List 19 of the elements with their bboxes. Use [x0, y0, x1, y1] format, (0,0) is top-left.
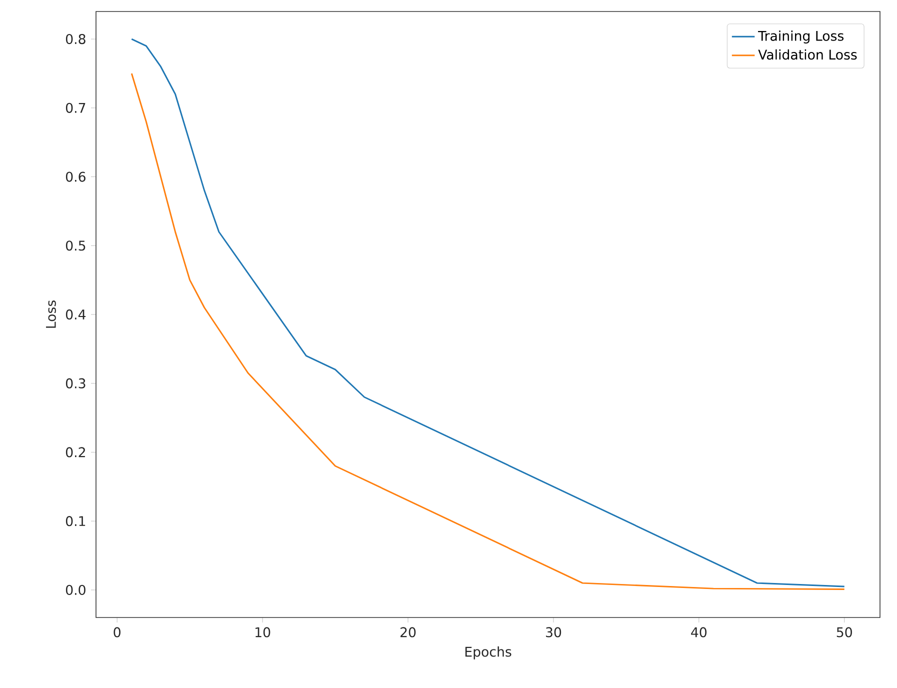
- y-axis-title: Loss: [46, 300, 56, 328]
- legend-label: Training Loss: [758, 30, 844, 44]
- x-tick-label: 0: [114, 627, 120, 638]
- y-tick-label: 0.2: [66, 447, 85, 458]
- legend-label: Validation Loss: [758, 49, 857, 60]
- y-tick-label: 0.7: [66, 102, 86, 113]
- y-tick-label: 0.8: [66, 34, 86, 44]
- x-tick-label: 20: [400, 627, 416, 638]
- x-tick-label: 40: [691, 627, 707, 638]
- x-tick-label: 50: [836, 627, 852, 638]
- y-tick-label: 0.6: [66, 172, 86, 182]
- y-tick-label: 0.5: [66, 240, 86, 251]
- y-tick-label: 0.4: [66, 309, 86, 320]
- y-tick-label: 0.0: [66, 584, 86, 595]
- y-tick-label: 0.3: [66, 378, 86, 388]
- y-tick-label: 0.1: [66, 516, 86, 526]
- x-tick-label: 30: [546, 627, 562, 638]
- x-tick-label: 10: [256, 627, 270, 638]
- x-axis-title: Epochs: [465, 646, 512, 660]
